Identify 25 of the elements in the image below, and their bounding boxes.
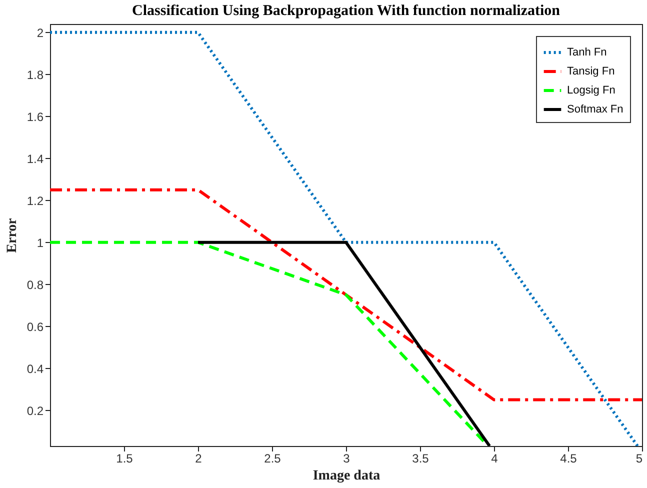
y-tick-label: 1.4 — [26, 152, 44, 166]
x-tick-label: 3.5 — [412, 452, 430, 466]
x-tick-label: 1.5 — [116, 452, 134, 466]
y-tick-label: 1.8 — [26, 68, 44, 82]
chart-title: Classification Using Backpropagation With function normalization — [132, 3, 561, 19]
y-tick-label: 1.6 — [26, 110, 44, 124]
y-tick-label: 1.2 — [26, 194, 44, 208]
legend-label: Logsig Fn — [567, 84, 616, 96]
y-tick-label: 0.8 — [26, 278, 44, 292]
y-tick-label: 1 — [36, 236, 44, 250]
y-tick-label: 0.4 — [26, 362, 44, 376]
x-tick-label: 2.5 — [264, 452, 282, 466]
y-tick-label: 0.6 — [26, 320, 44, 334]
y-tick-label: 0.2 — [26, 404, 44, 418]
x-tick-label: 4.5 — [560, 452, 578, 466]
y-tick-label: 2 — [36, 26, 44, 40]
x-axis-title: Image data — [312, 468, 380, 484]
x-tick-label: 2 — [195, 452, 202, 466]
x-tick-label: 3 — [343, 452, 350, 466]
x-tick-label: 4 — [491, 452, 498, 466]
legend-label: Tansig Fn — [567, 66, 615, 78]
x-tick-label: 5 — [636, 452, 643, 466]
legend-label: Tanh Fn — [567, 46, 607, 58]
legend-label: Softmax Fn — [567, 104, 624, 116]
y-axis-title: Error — [4, 218, 20, 253]
